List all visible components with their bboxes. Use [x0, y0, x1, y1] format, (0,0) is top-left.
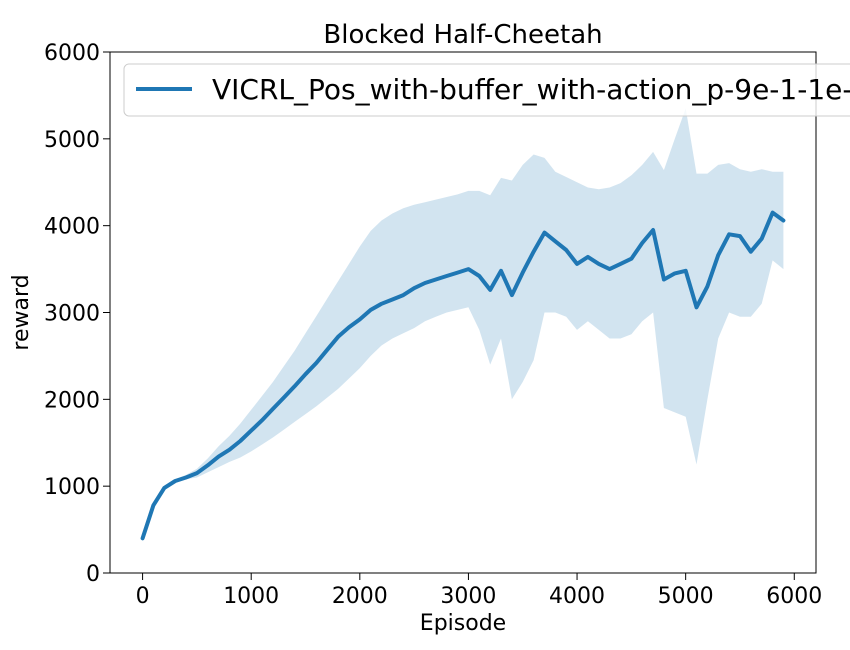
x-tick-label: 3000	[440, 584, 496, 609]
series-point	[489, 289, 492, 291]
series-point	[174, 480, 176, 482]
series-point	[684, 270, 687, 272]
series-point	[728, 233, 730, 236]
series-point	[196, 472, 198, 474]
series-point	[293, 385, 296, 388]
series-point	[359, 318, 361, 321]
chart-title: Blocked Half-Cheetah	[323, 20, 602, 50]
y-tick-label: 2000	[44, 388, 100, 413]
series-point	[608, 268, 611, 270]
series-point	[445, 275, 448, 277]
y-tick-label: 3000	[44, 302, 100, 327]
series-point	[500, 270, 502, 272]
series-point	[413, 287, 415, 290]
series-point	[435, 278, 437, 281]
series-point	[456, 271, 459, 274]
plot-area	[109, 51, 817, 574]
series-point	[250, 429, 252, 432]
series-band	[142, 108, 784, 540]
series-point	[750, 250, 752, 253]
series-point	[695, 306, 698, 309]
series-point	[304, 373, 307, 376]
legend: VICRL_Pos_with-buffer_with-action_p-9e-1…	[123, 63, 850, 117]
series-point	[565, 249, 567, 251]
series-point	[576, 263, 578, 265]
series-point	[663, 278, 665, 281]
series-point	[739, 235, 741, 237]
series-point	[532, 250, 535, 253]
y-tick-label: 1000	[44, 475, 100, 500]
series-point	[543, 231, 546, 234]
series-point	[348, 326, 350, 329]
series-line	[140, 210, 786, 541]
series-point	[283, 396, 285, 399]
series-point	[641, 242, 643, 244]
series-point	[380, 303, 383, 305]
series-point	[185, 476, 187, 479]
y-tick-label: 0	[86, 562, 100, 587]
y-axis-ticks: 0 1000 2000 3000 4000 5000 6000	[44, 41, 110, 587]
series-point	[706, 285, 709, 288]
series-point	[261, 419, 263, 422]
x-tick-label: 6000	[766, 584, 822, 609]
series-point	[717, 254, 719, 256]
series-point	[402, 294, 405, 296]
series-point	[369, 309, 372, 311]
legend-label: VICRL_Pos_with-buffer_with-action_p-9e-1…	[212, 73, 850, 106]
series-point	[771, 211, 774, 214]
series-point	[207, 464, 209, 467]
x-tick-label: 4000	[549, 584, 605, 609]
series-point	[478, 275, 481, 277]
y-tick-label: 6000	[44, 41, 100, 66]
series-point	[511, 294, 513, 296]
series-point	[141, 537, 144, 540]
series-point	[391, 298, 394, 301]
legend-box	[123, 63, 850, 117]
x-tick-label: 5000	[658, 584, 714, 609]
series-point	[652, 229, 654, 231]
series-point	[587, 256, 589, 258]
y-tick-label: 5000	[44, 128, 100, 153]
series-point	[760, 237, 763, 240]
series-point	[315, 362, 318, 364]
series-point	[272, 408, 274, 410]
series-point	[554, 240, 557, 243]
x-tick-label: 1000	[223, 584, 279, 609]
series-point	[152, 504, 155, 507]
series-point	[598, 263, 600, 265]
x-axis-title: Episode	[420, 611, 506, 636]
series-point	[239, 440, 242, 442]
series-point	[424, 282, 426, 284]
series-point	[467, 268, 470, 270]
series-point	[163, 487, 166, 489]
series-point	[228, 448, 231, 451]
series-point	[619, 263, 622, 265]
x-tick-label: 0	[136, 584, 150, 609]
series-point	[782, 219, 785, 222]
series-point	[337, 336, 339, 338]
series-point	[674, 272, 676, 275]
x-axis-ticks: 0 1000 2000 3000 4000 5000 6000	[136, 573, 822, 609]
series-point	[521, 271, 524, 274]
series-point	[217, 455, 220, 458]
series-point	[326, 349, 329, 351]
x-tick-label: 2000	[332, 584, 388, 609]
series-point	[630, 257, 633, 260]
y-axis-title: reward	[9, 274, 34, 350]
y-tick-label: 4000	[44, 215, 100, 240]
